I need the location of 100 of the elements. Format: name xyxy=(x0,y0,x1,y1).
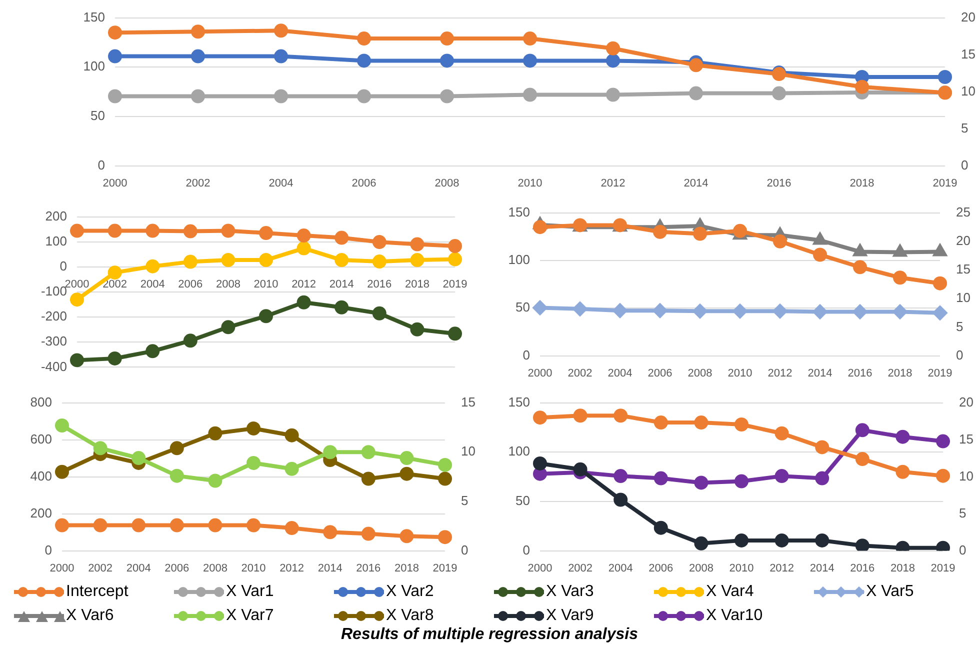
x-tick-label: 2008 xyxy=(202,562,228,574)
y-tick-label: 0 xyxy=(522,347,530,362)
y-tick-label: 50 xyxy=(516,300,530,315)
x-tick-label: 2004 xyxy=(126,562,151,574)
x-tick-label: 2019 xyxy=(930,562,956,574)
y-tick-label: -400 xyxy=(40,358,67,374)
x-tick-label: 2014 xyxy=(684,177,708,190)
x-tick-label: 2016 xyxy=(766,177,792,190)
y2-tick-label: 10 xyxy=(961,83,976,98)
y-tick-label: 150 xyxy=(508,204,530,220)
x-tick-label: 2014 xyxy=(810,562,834,574)
y-tick-label: 100 xyxy=(45,234,67,249)
x-tick-label: 2012 xyxy=(280,562,304,574)
y-tick-label: -200 xyxy=(40,308,67,324)
legend-label: X Var9 xyxy=(546,607,594,625)
x-tick-label: 2012 xyxy=(600,177,626,190)
x-tick-label: 2010 xyxy=(254,278,278,291)
x-tick-label: 2006 xyxy=(648,367,672,380)
x-tick-label: 2004 xyxy=(268,177,294,190)
legend-label: X Var8 xyxy=(386,607,434,625)
y2-tick-label: 10 xyxy=(959,468,974,484)
x-tick-label: 2002 xyxy=(186,177,210,190)
y-tick-label: 100 xyxy=(508,444,530,459)
x-tick-label: 2008 xyxy=(688,562,714,574)
x-tick-label: 2019 xyxy=(442,278,468,291)
text: Results of multiple regression analysis xyxy=(340,626,639,644)
y2-tick-label: 25 xyxy=(956,204,970,220)
y2-tick-label: 20 xyxy=(956,232,970,248)
x-tick-label: 2002 xyxy=(568,367,592,380)
x-tick-label: 2004 xyxy=(608,367,632,380)
legend-label: X Var3 xyxy=(546,583,594,601)
legend-label: X Var4 xyxy=(706,583,754,601)
x-tick-label: 2010 xyxy=(241,562,266,574)
x-tick-label: 2016 xyxy=(848,367,872,380)
y-tick-label: -300 xyxy=(40,334,67,349)
y-tick-label: 0 xyxy=(44,542,52,558)
y2-tick-label: 15 xyxy=(461,394,476,410)
y2-tick-label: 5 xyxy=(461,493,468,508)
legend-label: X Var5 xyxy=(866,583,914,601)
y2-tick-label: 15 xyxy=(961,46,976,62)
y-tick-label: 0 xyxy=(98,157,105,172)
x-tick-label: 2004 xyxy=(608,562,633,574)
x-tick-label: 2019 xyxy=(432,562,458,574)
x-tick-label: 2010 xyxy=(728,367,752,380)
legend-label: X Var1 xyxy=(226,583,274,601)
x-tick-label: 2000 xyxy=(528,562,552,574)
x-tick-label: 2012 xyxy=(768,367,792,380)
y2-tick-label: 20 xyxy=(959,394,974,410)
legend-label: X Var10 xyxy=(706,607,763,625)
y2-tick-label: 20 xyxy=(961,9,976,24)
x-tick-label: 2012 xyxy=(770,562,794,574)
x-tick-label: 2008 xyxy=(434,177,460,190)
y-tick-label: 50 xyxy=(516,493,530,508)
x-tick-label: 2019 xyxy=(932,177,958,190)
x-tick-label: 2010 xyxy=(518,177,542,190)
x-tick-label: 2018 xyxy=(890,562,915,574)
y2-tick-label: 10 xyxy=(956,290,970,306)
y-tick-label: 50 xyxy=(90,108,105,124)
x-tick-label: 2006 xyxy=(648,562,674,574)
legend-label: X Var2 xyxy=(386,583,434,601)
x-tick-label: 2018 xyxy=(394,562,419,574)
x-tick-label: 2014 xyxy=(318,562,342,574)
x-tick-label: 2014 xyxy=(808,367,832,380)
x-tick-label: 2008 xyxy=(216,278,240,291)
x-tick-label: 2000 xyxy=(102,177,128,190)
x-tick-label: 2006 xyxy=(164,562,190,574)
y2-tick-label: 0 xyxy=(956,347,964,362)
x-tick-label: 2014 xyxy=(329,278,354,291)
y2-tick-label: 5 xyxy=(961,120,968,136)
y2-tick-label: 0 xyxy=(461,542,468,558)
x-tick-label: 2012 xyxy=(292,278,316,291)
y2-tick-label: 15 xyxy=(956,262,970,277)
x-tick-label: 2008 xyxy=(688,367,712,380)
y2-tick-label: 5 xyxy=(956,318,964,334)
x-tick-label: 2000 xyxy=(50,562,74,574)
y-tick-label: 100 xyxy=(83,58,105,74)
legend-label: X Var7 xyxy=(226,607,274,625)
y2-tick-label: 5 xyxy=(959,505,966,520)
y2-tick-label: 0 xyxy=(961,157,968,172)
x-tick-label: 2002 xyxy=(568,562,593,574)
y2-tick-label: 0 xyxy=(959,542,966,558)
x-tick-label: 2006 xyxy=(178,278,203,291)
y-tick-label: 150 xyxy=(508,394,530,410)
x-tick-label: 2016 xyxy=(850,562,875,574)
y-tick-label: 0 xyxy=(60,258,67,274)
x-tick-label: 2018 xyxy=(888,367,912,380)
y-tick-label: 600 xyxy=(30,431,52,446)
y-tick-label: 0 xyxy=(522,542,530,558)
legend-label: X Var6 xyxy=(66,607,114,625)
x-tick-label: 2016 xyxy=(356,562,381,574)
y-tick-label: -100 xyxy=(40,284,67,299)
x-tick-label: 2018 xyxy=(850,177,874,190)
x-tick-label: 2010 xyxy=(729,562,754,574)
x-tick-label: 2006 xyxy=(352,177,376,190)
x-tick-label: 2019 xyxy=(928,367,952,380)
y-tick-label: 200 xyxy=(45,208,67,224)
y-tick-label: 150 xyxy=(83,9,105,24)
y2-tick-label: 10 xyxy=(461,444,476,459)
legend-label: Intercept xyxy=(66,583,128,601)
y2-tick-label: 15 xyxy=(959,431,974,446)
